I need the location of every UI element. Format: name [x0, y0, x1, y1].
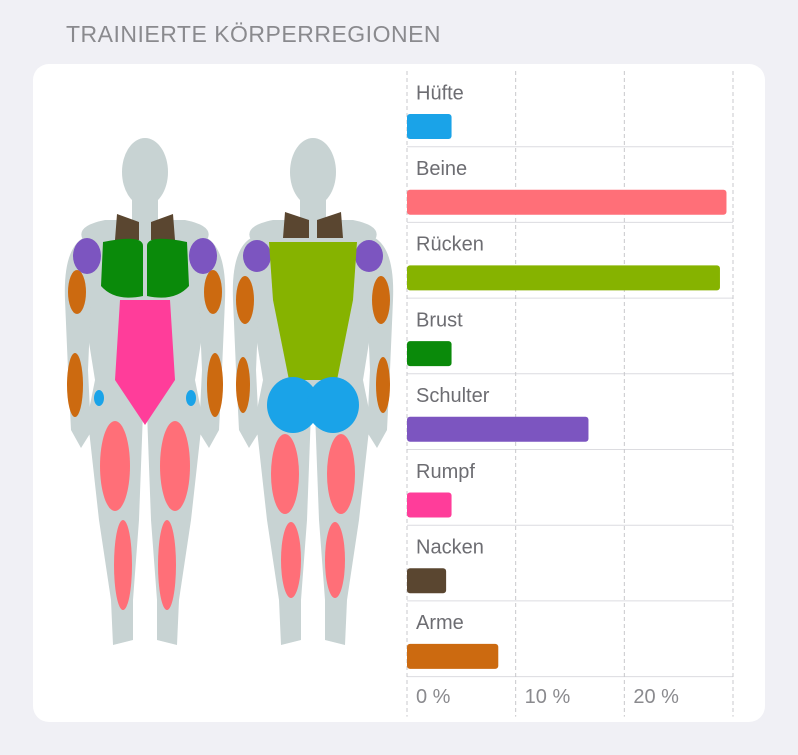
body-front [64, 138, 226, 645]
body-back [232, 138, 394, 645]
muscle-region [267, 377, 319, 433]
muscle-region [100, 421, 130, 511]
muscle-region [186, 390, 196, 406]
muscle-region [236, 357, 250, 413]
bar [407, 416, 589, 442]
muscle-region [325, 522, 345, 598]
muscle-region [372, 276, 390, 324]
muscle-region [160, 421, 190, 511]
category-label: Rumpf [416, 461, 475, 483]
bar [407, 568, 447, 594]
muscle-region [355, 240, 383, 272]
muscle-region [271, 434, 299, 514]
muscle-region [204, 270, 222, 314]
category-label: Schulter [416, 385, 490, 407]
muscle-region [67, 353, 83, 417]
muscle-region [114, 520, 132, 610]
muscle-region [327, 434, 355, 514]
muscle-region [269, 242, 357, 380]
muscle-region [101, 238, 189, 298]
category-label: Brust [416, 309, 463, 331]
category-label: Nacken [416, 536, 484, 558]
bar [407, 189, 727, 215]
category-label: Arme [416, 612, 464, 634]
bar [407, 265, 720, 291]
card [33, 64, 765, 722]
section-title: TRAINIERTE KÖRPERREGIONEN [66, 21, 441, 47]
bar [407, 492, 452, 518]
muscle-region [68, 270, 86, 314]
bar [407, 114, 452, 139]
muscle-region [283, 212, 343, 238]
x-tick-label: 0 % [416, 686, 451, 708]
muscle-region [281, 522, 301, 598]
x-tick-label: 10 % [525, 686, 571, 708]
muscle-region [236, 276, 254, 324]
muscle-region [376, 357, 390, 413]
muscle-region [73, 238, 101, 274]
category-label: Hüfte [416, 82, 464, 104]
muscle-region [94, 390, 104, 406]
muscle-region [115, 214, 175, 240]
bar [407, 341, 452, 367]
bar-chart: 0 % 10 % 20 % Hüfte Beine Rücken Brust Schulter… [406, 71, 734, 717]
category-label: Rücken [416, 234, 484, 256]
x-tick-label: 20 % [633, 686, 679, 708]
bar [407, 643, 499, 669]
muscle-region [207, 353, 223, 417]
muscle-region [307, 377, 359, 433]
muscle-region [158, 520, 176, 610]
category-label: Beine [416, 158, 467, 180]
muscle-region [115, 300, 175, 425]
muscle-region [243, 240, 271, 272]
muscle-region [189, 238, 217, 274]
